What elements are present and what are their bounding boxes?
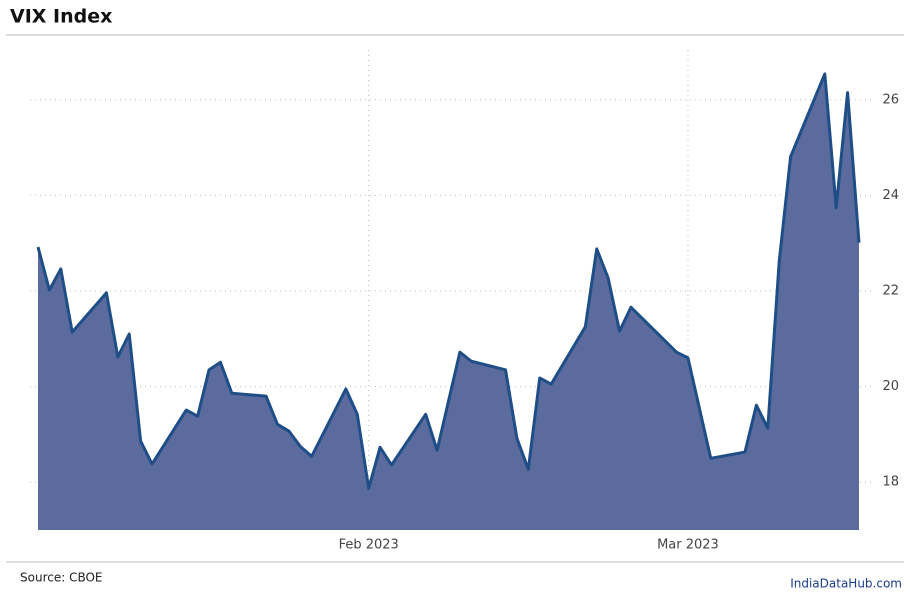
y-tick-label: 26 xyxy=(882,92,899,107)
x-tick-label: Feb 2023 xyxy=(339,538,399,553)
y-tick-label: 20 xyxy=(882,379,899,394)
y-tick-label: 24 xyxy=(882,188,899,203)
credit: IndiaDataHub.com xyxy=(790,577,902,591)
area-line xyxy=(36,72,861,490)
x-tick-label: Mar 2023 xyxy=(657,538,719,553)
y-tick-label: 18 xyxy=(882,475,899,490)
y-tick-label: 22 xyxy=(882,283,899,298)
chart-title: VIX Index xyxy=(10,6,112,28)
area-fill xyxy=(38,73,859,530)
source: Source: CBOE xyxy=(20,571,103,585)
